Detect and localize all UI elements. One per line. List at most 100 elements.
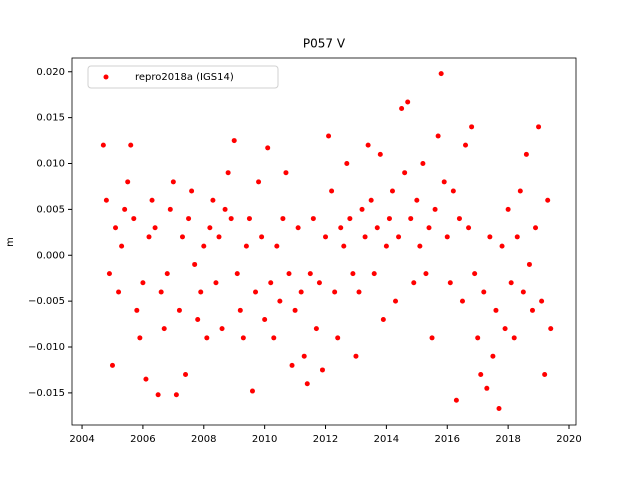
point	[417, 243, 423, 249]
point	[103, 197, 109, 203]
point	[338, 225, 344, 231]
point	[353, 353, 359, 359]
point	[396, 234, 402, 240]
point	[329, 188, 335, 194]
point	[511, 335, 517, 341]
point	[487, 234, 493, 240]
point	[253, 289, 259, 295]
point	[186, 216, 192, 222]
point	[323, 234, 329, 240]
point	[402, 170, 408, 176]
point	[505, 206, 511, 212]
point	[228, 216, 234, 222]
point	[195, 316, 201, 322]
point	[283, 170, 289, 176]
point	[119, 243, 125, 249]
point	[520, 289, 526, 295]
point	[143, 376, 149, 382]
point	[456, 216, 462, 222]
legend-box	[87, 65, 279, 89]
point	[155, 392, 161, 398]
point	[113, 225, 119, 231]
point	[170, 179, 176, 185]
point	[326, 133, 332, 139]
point	[225, 170, 231, 176]
point	[173, 392, 179, 398]
point	[475, 335, 481, 341]
point	[176, 307, 182, 313]
point	[426, 225, 432, 231]
x-tick-label: 2006	[130, 434, 155, 445]
point	[298, 289, 304, 295]
point	[240, 335, 246, 341]
y-tick-label: 0.010	[36, 159, 65, 170]
point	[414, 197, 420, 203]
point	[344, 161, 350, 167]
point	[274, 243, 280, 249]
point	[399, 105, 405, 111]
point	[362, 234, 368, 240]
point	[423, 271, 429, 277]
point	[219, 326, 225, 332]
point	[243, 243, 249, 249]
point	[472, 271, 478, 277]
point	[356, 289, 362, 295]
x-tick-label: 2020	[556, 434, 581, 445]
point	[450, 188, 456, 194]
point	[393, 298, 399, 304]
point	[307, 271, 313, 277]
point	[383, 243, 389, 249]
point	[420, 161, 426, 167]
point	[189, 188, 195, 194]
point	[210, 197, 216, 203]
point	[234, 271, 240, 277]
point	[523, 151, 529, 157]
point	[316, 280, 322, 286]
point	[539, 298, 545, 304]
y-tick-label: −0.010	[28, 342, 65, 353]
point	[183, 372, 189, 378]
point	[371, 271, 377, 277]
point	[432, 206, 438, 212]
point	[368, 197, 374, 203]
point	[466, 225, 472, 231]
point	[271, 335, 277, 341]
point	[411, 280, 417, 286]
point	[268, 280, 274, 286]
point	[536, 124, 542, 130]
point	[100, 142, 106, 148]
point	[359, 206, 365, 212]
point	[545, 197, 551, 203]
point	[149, 197, 155, 203]
point	[374, 225, 380, 231]
point	[405, 99, 411, 105]
point	[447, 280, 453, 286]
point	[222, 206, 228, 212]
x-tick-label: 2008	[191, 434, 216, 445]
point	[377, 151, 383, 157]
x-tick-label: 2018	[495, 434, 520, 445]
point	[429, 335, 435, 341]
point	[529, 307, 535, 313]
x-tick-label: 2004	[69, 434, 94, 445]
point	[389, 188, 395, 194]
point	[204, 335, 210, 341]
point	[213, 280, 219, 286]
point	[380, 316, 386, 322]
point	[493, 307, 499, 313]
point	[262, 316, 268, 322]
plot-frame	[71, 57, 577, 426]
point	[179, 234, 185, 240]
point	[350, 271, 356, 277]
point	[192, 261, 198, 267]
point	[292, 307, 298, 313]
point	[365, 142, 371, 148]
y-tick-label: 0.015	[36, 113, 65, 124]
point	[332, 289, 338, 295]
point	[134, 307, 140, 313]
point	[313, 326, 319, 332]
point	[441, 179, 447, 185]
point	[122, 206, 128, 212]
point	[484, 385, 490, 391]
